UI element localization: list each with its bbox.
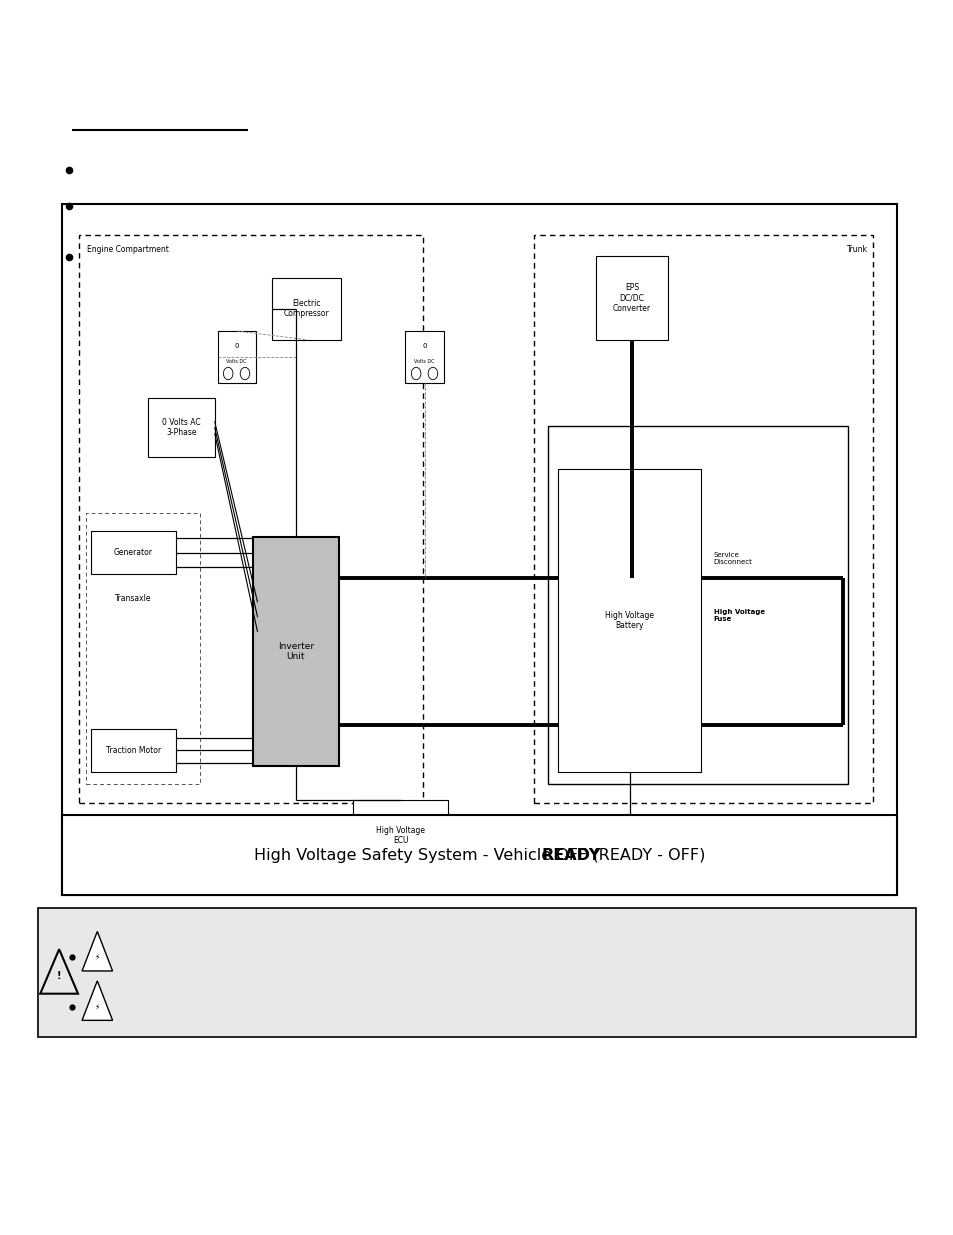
Bar bbox=[558, 469, 700, 772]
Bar bbox=[148, 398, 214, 457]
Bar bbox=[91, 729, 176, 772]
Text: Volts DC: Volts DC bbox=[226, 358, 247, 363]
Bar bbox=[91, 531, 176, 574]
Bar bbox=[253, 537, 338, 766]
Bar bbox=[217, 331, 255, 383]
Text: 0 Volts AC
3-Phase: 0 Volts AC 3-Phase bbox=[162, 417, 200, 437]
Text: Trunk: Trunk bbox=[846, 245, 867, 253]
Text: Generator: Generator bbox=[114, 548, 152, 557]
Bar bbox=[79, 235, 422, 803]
Bar bbox=[86, 513, 200, 784]
Polygon shape bbox=[82, 981, 112, 1020]
Text: High Voltage
ECU: High Voltage ECU bbox=[375, 826, 425, 845]
Text: Volts DC: Volts DC bbox=[414, 358, 435, 363]
Text: High Voltage Safety System - Vehicle OFF (READY - OFF): High Voltage Safety System - Vehicle OFF… bbox=[253, 847, 704, 863]
Text: READY: READY bbox=[541, 847, 600, 863]
Polygon shape bbox=[82, 931, 112, 971]
Bar bbox=[534, 235, 872, 803]
Text: 0: 0 bbox=[234, 342, 238, 348]
Text: ⚡: ⚡ bbox=[94, 1002, 100, 1011]
Bar bbox=[596, 256, 667, 340]
Text: Traction Motor: Traction Motor bbox=[106, 746, 161, 755]
Bar bbox=[547, 426, 847, 784]
Text: Inverter
Unit: Inverter Unit bbox=[277, 642, 314, 661]
Bar bbox=[353, 800, 448, 871]
Bar bbox=[62, 204, 896, 895]
Text: Electric
Compressor: Electric Compressor bbox=[283, 299, 329, 319]
Text: EPS
DC/DC
Converter: EPS DC/DC Converter bbox=[613, 283, 650, 312]
Text: !: ! bbox=[57, 971, 61, 981]
Text: High Voltage
Battery: High Voltage Battery bbox=[604, 611, 654, 630]
Bar bbox=[62, 815, 896, 895]
Text: Service
Disconnect: Service Disconnect bbox=[713, 552, 752, 564]
Bar bbox=[272, 278, 340, 340]
Text: 0: 0 bbox=[422, 342, 426, 348]
Text: ⚡: ⚡ bbox=[94, 952, 100, 962]
Bar bbox=[405, 331, 443, 383]
Text: High Voltage
Fuse: High Voltage Fuse bbox=[713, 609, 764, 621]
Text: Engine Compartment: Engine Compartment bbox=[87, 245, 169, 253]
Bar bbox=[38, 908, 915, 1037]
Text: Transaxle: Transaxle bbox=[115, 594, 152, 604]
